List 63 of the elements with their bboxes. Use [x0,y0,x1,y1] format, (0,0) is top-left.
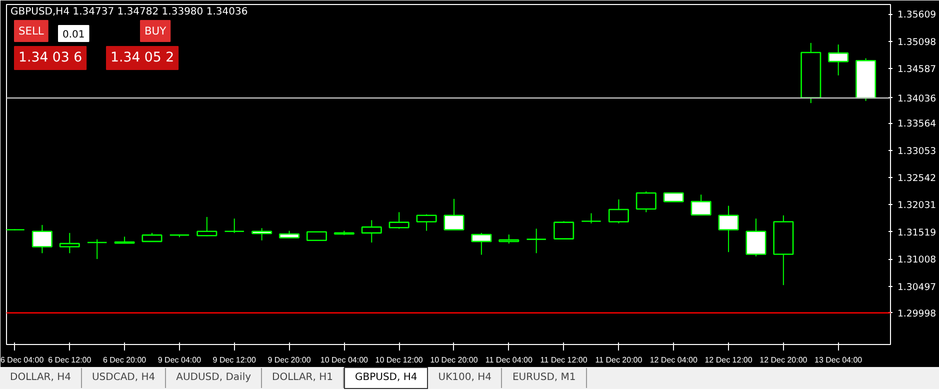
y-tick-label: 1.35609 [898,10,936,21]
x-tick-label: 11 Dec 20:00 [595,356,643,364]
candlestick [32,224,52,254]
y-tick-label: 1.32031 [898,200,936,212]
candlestick [361,220,382,244]
candlestick [416,214,437,232]
y-tick-label: 1.32542 [898,172,936,184]
candlestick [554,220,574,240]
x-tick-label: 6 Dec 04:00 [0,356,44,364]
candlestick [252,228,272,241]
candlestick [142,232,162,242]
candlestick [388,212,410,230]
annotation: 1.34 03 6 [18,50,82,66]
candlestick [224,218,245,234]
x-tick-label: 13 Dec 04:00 [814,356,863,364]
candlestick [690,194,712,216]
y-tick-label: 1.33564 [898,118,936,130]
text: GBPUSD, H4 [344,367,428,390]
x-tick-label: 9 Dec 20:00 [268,356,312,364]
ref-line-label: 1.29998 [898,308,936,320]
candlestick [471,232,492,256]
x-tick-label: 6 Dec 12:00 [48,356,92,364]
x-tick-label: 12 Dec 20:00 [760,356,808,364]
text: USDCAD, H4 [82,368,166,388]
annotation: SELL [18,24,44,38]
ref-line-label: 1.34036 [898,93,936,104]
text: UK100, H4 [428,368,502,388]
y-tick-label: 1.30497 [898,282,936,293]
text: AUDUSD, Daily [166,368,262,388]
x-tick-label: 10 Dec 04:00 [320,356,369,364]
candlestick [444,198,464,230]
y-tick-label: 1.35098 [898,36,936,48]
y-tick-label: 1.33053 [898,146,936,157]
x-tick-label: 11 Dec 04:00 [485,356,533,364]
chart-title: GBPUSD,H4 1.34737 1.34782 1.33980 1.34036 [10,6,248,18]
candlestick [498,234,520,244]
candlestick [608,198,629,224]
candlestick [718,205,739,253]
candlestick [526,228,547,254]
annotation: 1.34 05 2 [110,50,174,66]
x-tick-label: 10 Dec 12:00 [375,356,424,364]
annotation: 0.01 [62,30,85,40]
candlestick [196,216,218,237]
text: DOLLAR, H1 [262,368,344,388]
x-tick-label: 10 Dec 20:00 [430,356,478,364]
y-tick-label: 1.31008 [898,254,936,266]
text: EURUSD, M1 [502,368,587,388]
y-tick-label: 1.31519 [898,227,936,238]
text: DOLLAR, H4 [0,368,82,388]
x-tick-label: 9 Dec 12:00 [212,356,256,364]
candlestick [746,218,766,257]
candlestick [86,238,108,260]
candlestick [828,44,849,76]
candlestick [636,190,656,213]
x-tick-label: 12 Dec 04:00 [650,356,698,364]
candlestick [581,212,602,224]
x-tick-label: 6 Dec 20:00 [102,356,147,364]
x-tick-label: 11 Dec 12:00 [540,356,588,364]
candlestick [59,232,80,254]
x-tick-label: 12 Dec 12:00 [704,356,753,364]
x-tick-label: 9 Dec 04:00 [158,356,202,364]
annotation: BUY [144,24,167,38]
y-tick-label: 1.34587 [898,64,936,76]
